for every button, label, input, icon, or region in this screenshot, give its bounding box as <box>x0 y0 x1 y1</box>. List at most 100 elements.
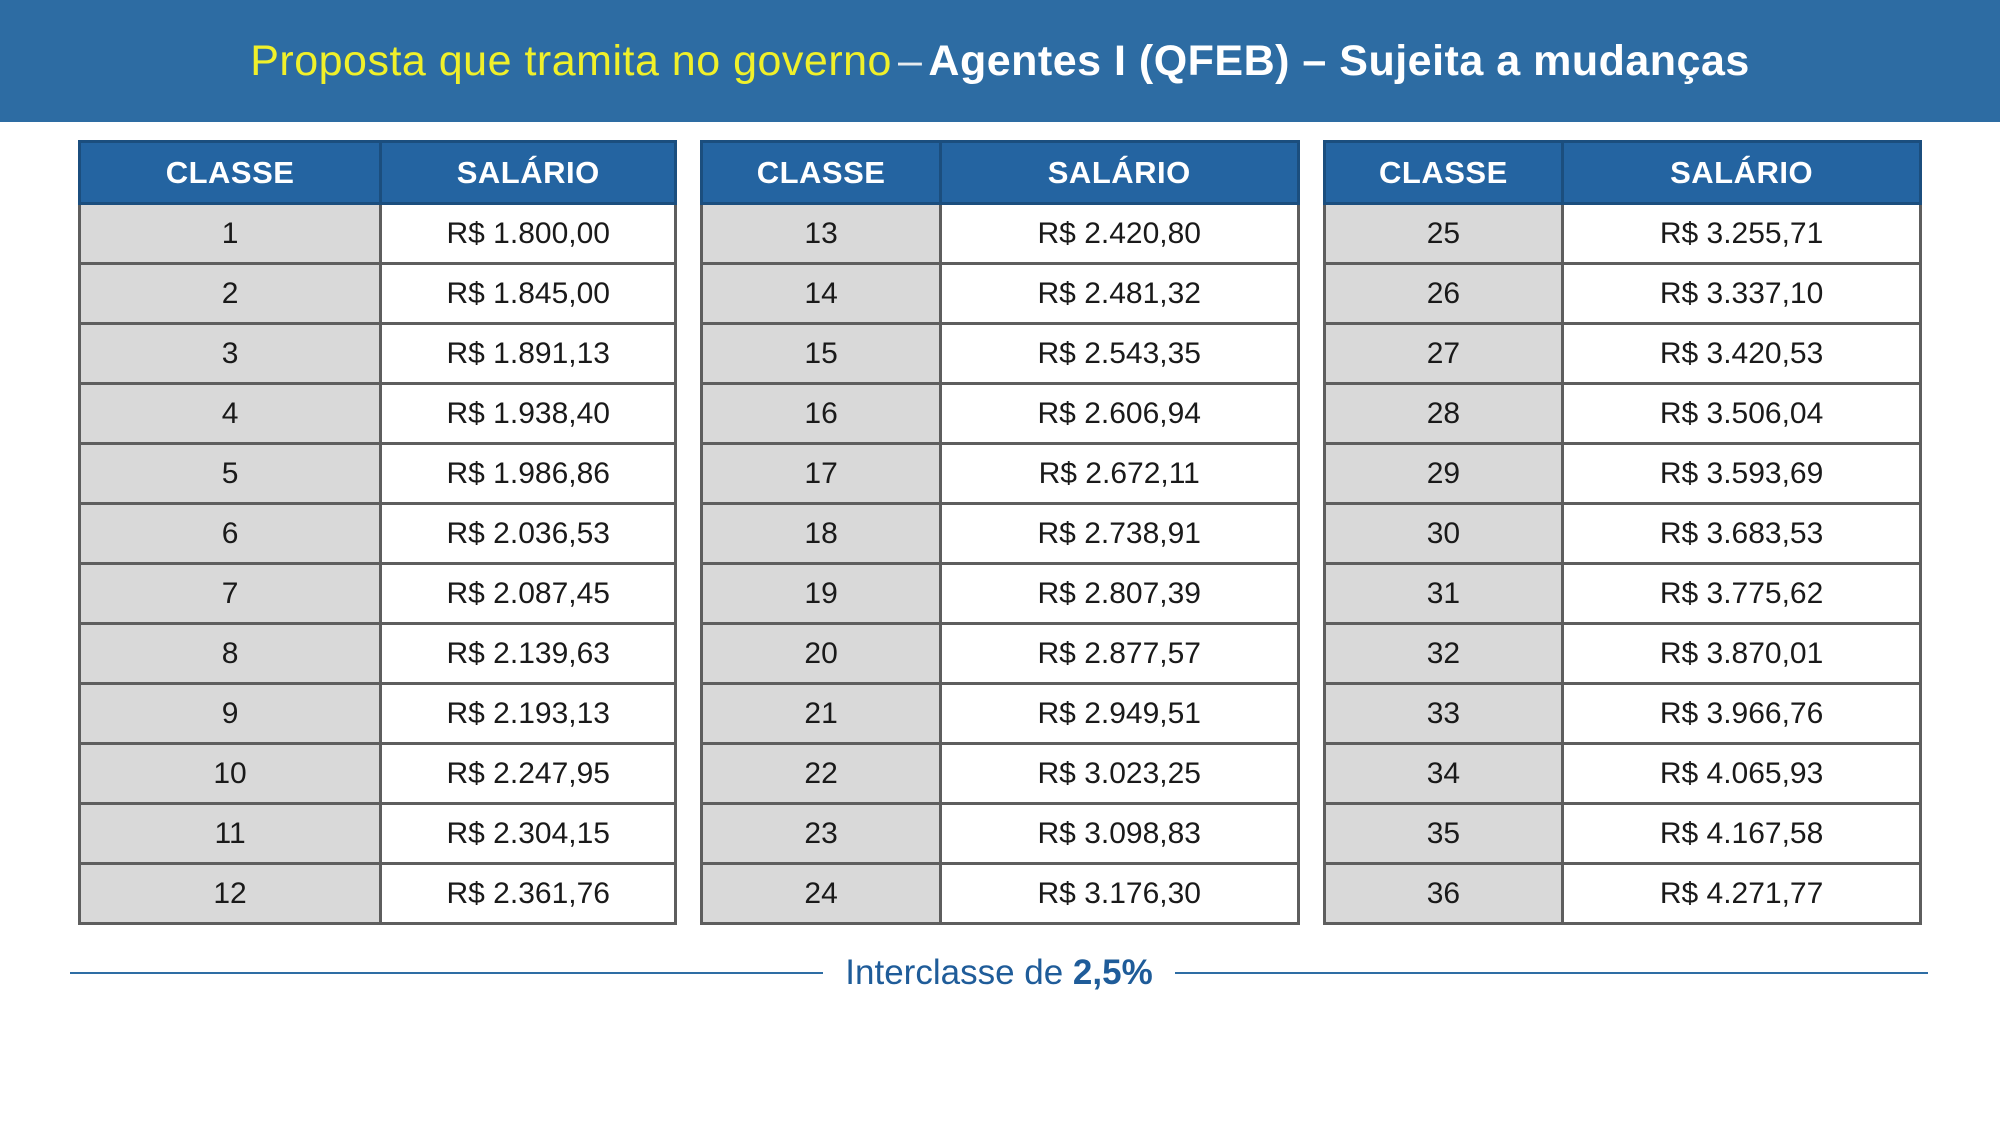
classe-cell: 33 <box>1322 682 1565 745</box>
classe-cell: 4 <box>77 382 383 445</box>
title-banner: Proposta que tramita no governo – Agentes … <box>0 0 2000 122</box>
table-row: 28 R$ 3.506,04 <box>1322 382 1922 445</box>
classe-cell: 24 <box>700 862 942 925</box>
classe-cell: 1 <box>77 202 383 265</box>
interclasse-label: Interclasse de 2,5% <box>845 953 1152 993</box>
classe-cell: 34 <box>1322 742 1565 805</box>
right-divider-line <box>1174 972 1928 974</box>
table-row: 21 R$ 2.949,51 <box>700 682 1300 745</box>
table-row: 29 R$ 3.593,69 <box>1322 442 1922 505</box>
classe-cell: 16 <box>700 382 942 445</box>
table-row: 25 R$ 3.255,71 <box>1322 202 1922 265</box>
salario-cell: R$ 2.247,95 <box>379 742 678 805</box>
classe-cell: 28 <box>1322 382 1565 445</box>
classe-cell: 13 <box>700 202 942 265</box>
classe-cell: 9 <box>77 682 383 745</box>
table-row: 15 R$ 2.543,35 <box>700 322 1300 385</box>
salario-cell: R$ 4.271,77 <box>1561 862 1922 925</box>
salario-cell: R$ 3.098,83 <box>938 802 1300 865</box>
table-row: 5 R$ 1.986,86 <box>77 442 678 505</box>
table-row: 4 R$ 1.938,40 <box>77 382 678 445</box>
classe-cell: 32 <box>1322 622 1565 685</box>
classe-cell: 17 <box>700 442 942 505</box>
table-row: 19 R$ 2.807,39 <box>700 562 1300 625</box>
table-row: 31 R$ 3.775,62 <box>1322 562 1922 625</box>
classe-cell: 27 <box>1322 322 1565 385</box>
table-row: 12 R$ 2.361,76 <box>77 862 678 925</box>
table-row: 35 R$ 4.167,58 <box>1322 802 1922 865</box>
classe-cell: 35 <box>1322 802 1565 865</box>
table-row: 8 R$ 2.139,63 <box>77 622 678 685</box>
table-row: 2 R$ 1.845,00 <box>77 262 678 325</box>
classe-cell: 7 <box>77 562 383 625</box>
header-row: CLASSE SALÁRIO <box>1322 140 1922 205</box>
salario-cell: R$ 2.304,15 <box>379 802 678 865</box>
salary-table-classes-25-36: CLASSE SALÁRIO 25 R$ 3.255,71 26 R$ 3.337,10… <box>1322 140 1922 925</box>
table-row: 9 R$ 2.193,13 <box>77 682 678 745</box>
classe-cell: 5 <box>77 442 383 505</box>
salario-cell: R$ 2.087,45 <box>379 562 678 625</box>
classe-cell: 20 <box>700 622 942 685</box>
salario-cell: R$ 1.986,86 <box>379 442 678 505</box>
table-row: 6 R$ 2.036,53 <box>77 502 678 565</box>
salario-cell: R$ 4.065,93 <box>1561 742 1922 805</box>
salario-cell: R$ 2.193,13 <box>379 682 678 745</box>
salario-cell: R$ 3.023,25 <box>938 742 1300 805</box>
table-row: 18 R$ 2.738,91 <box>700 502 1300 565</box>
table-row: 3 R$ 1.891,13 <box>77 322 678 385</box>
classe-cell: 18 <box>700 502 942 565</box>
classe-cell: 21 <box>700 682 942 745</box>
classe-cell: 19 <box>700 562 942 625</box>
classe-cell: 3 <box>77 322 383 385</box>
interclasse-text: Interclasse de <box>845 953 1073 992</box>
classe-cell: 12 <box>77 862 383 925</box>
classe-cell: 29 <box>1322 442 1565 505</box>
column-header: SALÁRIO <box>938 140 1300 205</box>
salario-cell: R$ 2.949,51 <box>938 682 1300 745</box>
interclasse-value: 2,5% <box>1072 953 1153 992</box>
salario-cell: R$ 3.593,69 <box>1561 442 1922 505</box>
table-row: 26 R$ 3.337,10 <box>1322 262 1922 325</box>
salario-cell: R$ 3.775,62 <box>1561 562 1922 625</box>
table-row: 14 R$ 2.481,32 <box>700 262 1300 325</box>
salario-cell: R$ 3.337,10 <box>1561 262 1922 325</box>
header-row: CLASSE SALÁRIO <box>700 140 1300 205</box>
salario-cell: R$ 1.891,13 <box>379 322 678 385</box>
salario-cell: R$ 2.036,53 <box>379 502 678 565</box>
salario-cell: R$ 3.420,53 <box>1561 322 1922 385</box>
salario-cell: R$ 2.606,94 <box>938 382 1300 445</box>
salario-cell: R$ 3.506,04 <box>1561 382 1922 445</box>
table-row: 33 R$ 3.966,76 <box>1322 682 1922 745</box>
salario-cell: R$ 3.966,76 <box>1561 682 1922 745</box>
table-row: 1 R$ 1.800,00 <box>77 202 678 265</box>
page-title-main: Agentes I (QFEB) – Sujeita a mudanças <box>928 36 1750 85</box>
table-row: 13 R$ 2.420,80 <box>700 202 1300 265</box>
salario-cell: R$ 4.167,58 <box>1561 802 1922 865</box>
column-header: SALÁRIO <box>379 140 678 205</box>
table-row: 22 R$ 3.023,25 <box>700 742 1300 805</box>
classe-cell: 31 <box>1322 562 1565 625</box>
table-row: 32 R$ 3.870,01 <box>1322 622 1922 685</box>
classe-cell: 23 <box>700 802 942 865</box>
classe-cell: 15 <box>700 322 942 385</box>
salario-cell: R$ 1.938,40 <box>379 382 678 445</box>
table-row: 20 R$ 2.877,57 <box>700 622 1300 685</box>
salary-table-classes-1-12: CLASSE SALÁRIO 1 R$ 1.800,00 2 R$ 1.845,00 3 R… <box>77 140 678 925</box>
table-row: 7 R$ 2.087,45 <box>77 562 678 625</box>
table-row: 23 R$ 3.098,83 <box>700 802 1300 865</box>
classe-cell: 2 <box>77 262 383 325</box>
table-row: 11 R$ 2.304,15 <box>77 802 678 865</box>
classe-cell: 8 <box>77 622 383 685</box>
salario-cell: R$ 1.800,00 <box>379 202 678 265</box>
salario-cell: R$ 2.672,11 <box>938 442 1300 505</box>
classe-cell: 14 <box>700 262 942 325</box>
salario-cell: R$ 2.139,63 <box>379 622 678 685</box>
table-row: 24 R$ 3.176,30 <box>700 862 1300 925</box>
table-row: 16 R$ 2.606,94 <box>700 382 1300 445</box>
salario-cell: R$ 2.361,76 <box>379 862 678 925</box>
salario-cell: R$ 2.877,57 <box>938 622 1300 685</box>
classe-cell: 22 <box>700 742 942 805</box>
table-row: 34 R$ 4.065,93 <box>1322 742 1922 805</box>
interclasse-footer: Interclasse de 2,5% <box>70 953 1928 993</box>
column-header: CLASSE <box>1322 140 1565 205</box>
